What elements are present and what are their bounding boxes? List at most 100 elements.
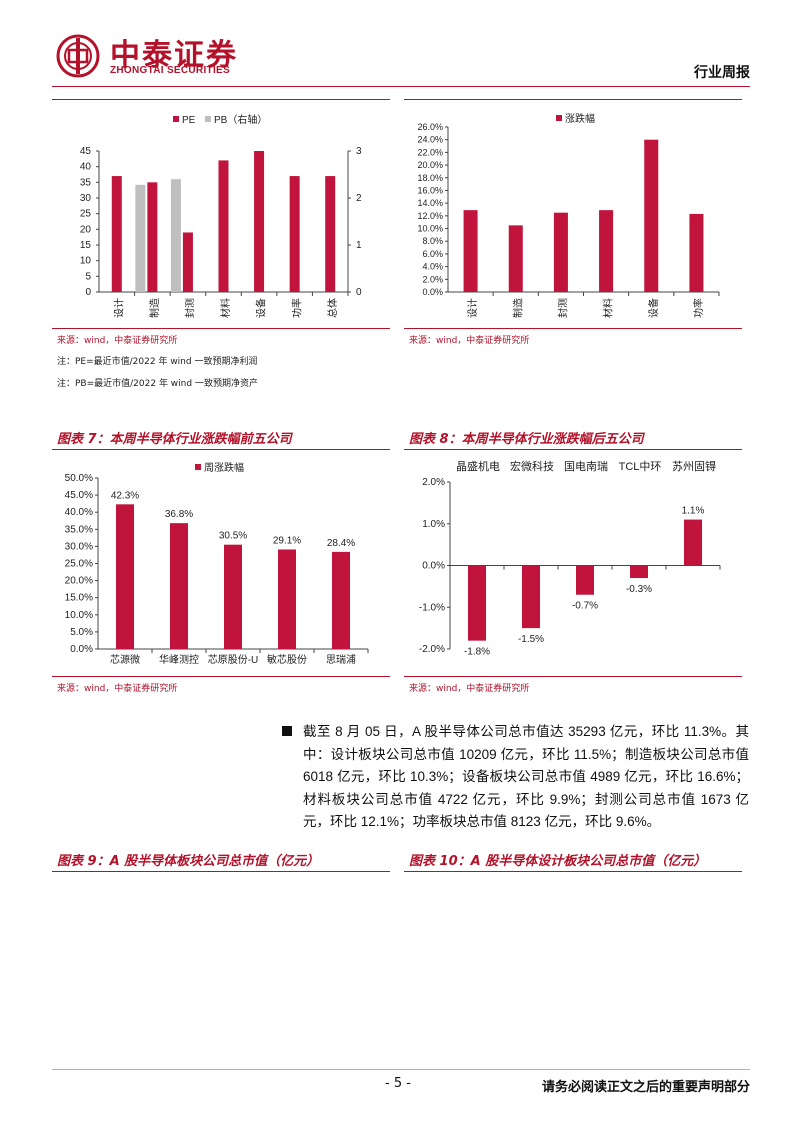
y-tick-label: 24.0% — [417, 135, 443, 145]
y-tick-label: 0.0% — [70, 644, 93, 655]
y2-tick-label: 0 — [356, 287, 362, 298]
logo-chinese-name: 中泰证券 — [110, 38, 238, 73]
x-tick-label: 封测 — [184, 298, 197, 318]
y-tick-label: 26.0% — [417, 122, 443, 132]
y-tick-label: 2.0% — [422, 274, 443, 284]
x-tick-label: 材料 — [219, 298, 232, 318]
x-tick-label: 华峰测控 — [159, 653, 199, 666]
page-number: - 5 - — [385, 1076, 411, 1091]
chart8-top-rule — [404, 449, 742, 450]
y-tick-label: 20.0% — [65, 576, 93, 587]
bottom5-bar — [576, 565, 594, 595]
chart9-top-rule — [52, 871, 390, 872]
pe-bar — [218, 160, 229, 292]
y-tick-label: -2.0% — [419, 644, 445, 655]
y-tick-label: 50.0% — [65, 473, 93, 484]
data-label: -1.8% — [464, 647, 490, 658]
chart8-caption: 图表 8：本周半导体行业涨跌幅后五公司 — [409, 432, 644, 447]
x-tick-label: 功率 — [290, 298, 303, 318]
x-tick-label: 敏芯股份 — [267, 653, 307, 666]
y-tick-label: 0.0% — [422, 561, 445, 572]
x-tick-label: 功率 — [692, 298, 705, 318]
y2-tick-label: 3 — [356, 146, 362, 157]
y-tick-label: 0.0% — [422, 287, 443, 297]
y-tick-label: 14.0% — [417, 198, 443, 208]
top5-bar — [224, 544, 242, 649]
x-tick-label: 设备 — [647, 298, 660, 318]
x-tick-label: 设备 — [255, 298, 268, 318]
y-tick-label: 0 — [85, 287, 91, 298]
data-label: 29.1% — [273, 535, 301, 546]
pe-bar — [147, 182, 158, 292]
y-tick-label: -1.0% — [419, 602, 445, 613]
legend-swatch — [556, 115, 562, 121]
data-label: 28.4% — [327, 538, 355, 549]
y-tick-label: 15 — [80, 240, 92, 251]
zhongtai-logo-icon — [56, 34, 100, 78]
bottom5-bar — [630, 565, 648, 579]
data-label: -1.5% — [518, 634, 544, 645]
bottom5-chart: -2.0% -1.0% 0.0% 1.0% 2.0% -1.8% 晶盛机电 -1.5% 宏微科技… — [419, 459, 721, 658]
x-category-label: 宏微科技 — [510, 459, 554, 473]
y-tick-label: 2.0% — [422, 477, 445, 488]
chart5-note-pe: 注：PE=最近市值/2022 年 wind 一致预期净利润 — [57, 357, 258, 367]
top5-bar — [116, 504, 134, 649]
y-tick-label: 10 — [80, 256, 92, 267]
pb-bar — [170, 179, 181, 292]
change-bar — [553, 212, 568, 292]
legend-label: 周涨跌幅 — [204, 461, 244, 474]
top5-bar — [170, 523, 188, 649]
disclaimer: 请务必阅读正文之后的重要声明部分 — [541, 1080, 750, 1095]
footer-divider — [52, 1069, 750, 1070]
logo-english-name: ZHONGTAI SECURITIES — [110, 65, 230, 76]
bottom5-bar — [522, 565, 540, 629]
chart7-top-rule — [52, 449, 390, 450]
legend-pb-label: PB（右轴） — [214, 113, 267, 126]
x-tick-label: 思瑞浦 — [326, 653, 356, 666]
y-tick-label: 30.0% — [65, 541, 93, 552]
x-tick-label: 芯原股份-U — [208, 653, 259, 666]
header-divider — [52, 86, 750, 87]
change-bar — [644, 139, 659, 292]
y-tick-label: 5.0% — [70, 627, 93, 638]
y-tick-label: 10.0% — [65, 610, 93, 621]
y-tick-label: 16.0% — [417, 185, 443, 195]
pe-bar — [254, 151, 265, 292]
data-label: -0.7% — [572, 601, 598, 612]
chart10-caption: 图表 10：A 股半导体设计板块公司总市值（亿元） — [409, 854, 707, 869]
pe-bar — [325, 176, 336, 292]
x-category-label: 苏州固锝 — [672, 460, 716, 473]
x-category-label: TCL中环 — [619, 460, 662, 473]
y-tick-label: 6.0% — [422, 249, 443, 259]
data-label: 42.3% — [111, 490, 139, 501]
pe-pb-chart: 0 5 10 15 20 25 30 35 40 45 0 1 2 3 设计 制造 封测 材料 设备 功率 总体 PE PB… — [80, 113, 362, 318]
x-tick-label: 设计 — [466, 298, 479, 318]
y-tick-label: 5 — [85, 271, 91, 282]
y-tick-label: 35.0% — [65, 524, 93, 535]
y-tick-label: 40.0% — [65, 507, 93, 518]
pe-bar — [111, 176, 122, 292]
x-tick-label: 总体 — [326, 298, 339, 318]
y-tick-label: 12.0% — [417, 211, 443, 221]
y-tick-label: 20.0% — [417, 160, 443, 170]
summary-paragraph: 截至 8 月 05 日，A 股半导体公司总市值达 35293 亿元，环比 11.… — [303, 724, 749, 829]
chart8-source: 来源：wind，中泰证券研究所 — [409, 684, 530, 694]
chart8-bottom-rule — [404, 676, 742, 677]
y-tick-label: 8.0% — [422, 236, 443, 246]
y-tick-label: 40 — [80, 162, 92, 173]
bottom5-bar — [684, 519, 702, 566]
chart7-caption: 图表 7：本周半导体行业涨跌幅前五公司 — [57, 432, 292, 447]
chart6-top-rule — [404, 99, 742, 100]
chart5-note-pb: 注：PB=最近市值/2022 年 wind 一致预期净资产 — [57, 379, 258, 389]
chart9-caption: 图表 9：A 股半导体板块公司总市值（亿元） — [57, 854, 320, 869]
x-tick-label: 芯源微 — [110, 653, 140, 666]
x-tick-label: 设计 — [112, 298, 125, 318]
pe-bar — [289, 176, 300, 292]
x-tick-label: 材料 — [602, 298, 615, 318]
y-tick-label: 45.0% — [65, 490, 93, 501]
pe-bar — [182, 232, 193, 292]
x-category-label: 国电南瑞 — [564, 459, 608, 473]
legend-pe-swatch — [173, 116, 179, 122]
chart6-source: 来源：wind，中泰证券研究所 — [409, 336, 530, 346]
y-tick-label: 45 — [80, 146, 92, 157]
